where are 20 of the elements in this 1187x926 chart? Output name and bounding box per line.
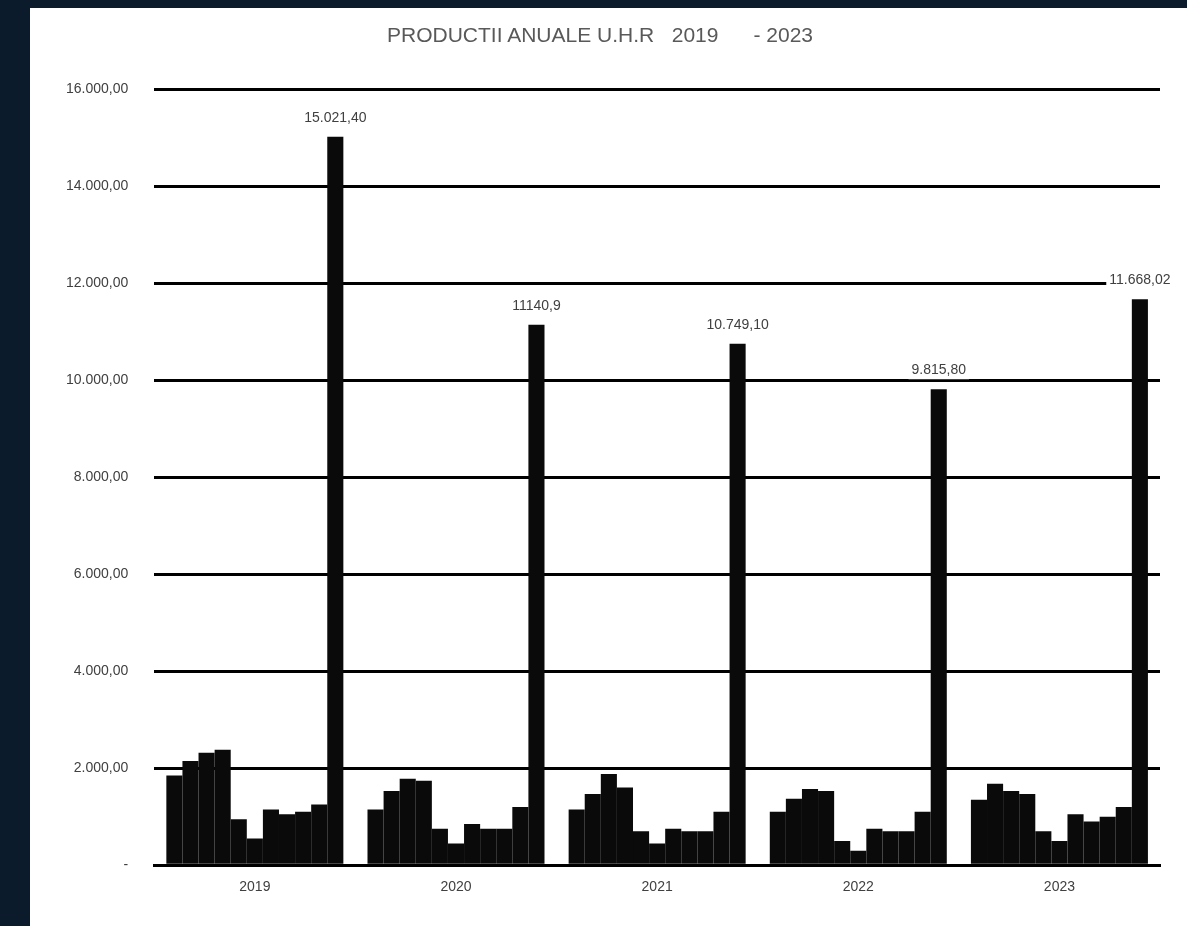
y-tick-label: - [123, 856, 129, 873]
data-label: 10.749,10 [706, 315, 769, 332]
chart-title: PRODUCTII ANUALE U.H.R 2019 - 2023 [387, 23, 813, 47]
data-label: 9.815,80 [911, 360, 967, 377]
x-tick-label: 2020 [440, 878, 472, 895]
y-tick-label: 6.000,00 [73, 565, 129, 582]
y-tick-label: 16.000,00 [65, 80, 129, 97]
x-tick-label: 2023 [1043, 878, 1076, 895]
y-tick-label: 4.000,00 [73, 662, 129, 679]
data-label: 15.021,40 [304, 108, 367, 125]
x-tick-label: 2021 [641, 878, 673, 895]
data-label: 11140,9 [512, 296, 561, 313]
y-tick-label: 8.000,00 [73, 468, 129, 485]
y-tick-label: 14.000,00 [65, 177, 129, 194]
data-label: 11.668,02 [1109, 271, 1171, 288]
x-tick-label: 2019 [239, 878, 271, 895]
y-tick-label: 10.000,00 [65, 371, 129, 388]
y-tick-label: 12.000,00 [65, 274, 129, 291]
x-tick-label: 2022 [842, 878, 875, 895]
y-tick-label: 2.000,00 [73, 759, 129, 776]
